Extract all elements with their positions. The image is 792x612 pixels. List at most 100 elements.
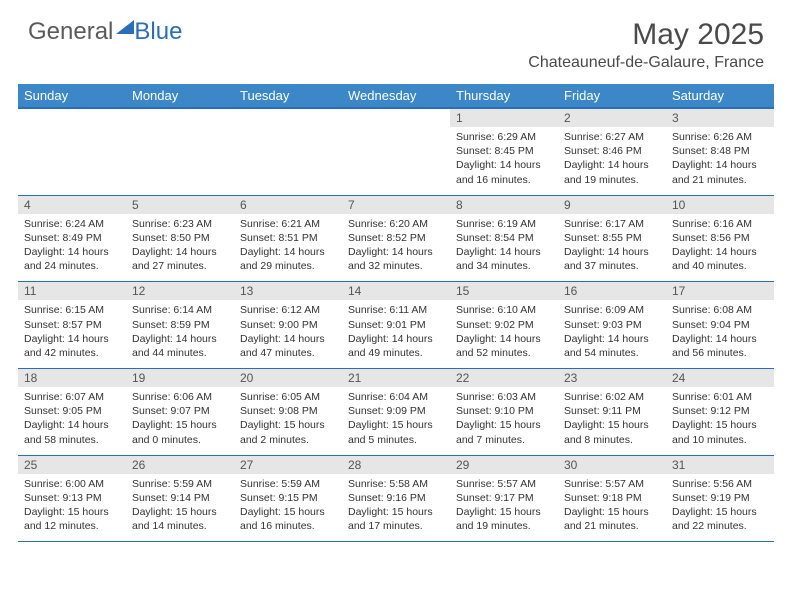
day-number: 24 <box>666 369 774 387</box>
sunset-line: Sunset: 9:09 PM <box>348 404 444 418</box>
sunrise-line: Sunrise: 6:16 AM <box>672 217 768 231</box>
day-number: 19 <box>126 369 234 387</box>
day-details: Sunrise: 5:57 AMSunset: 9:18 PMDaylight:… <box>558 474 666 542</box>
day-cell-20: 20Sunrise: 6:05 AMSunset: 9:08 PMDayligh… <box>234 369 342 456</box>
sunset-line: Sunset: 9:04 PM <box>672 318 768 332</box>
calendar-row: 1Sunrise: 6:29 AMSunset: 8:45 PMDaylight… <box>18 108 774 195</box>
sunset-line: Sunset: 9:17 PM <box>456 491 552 505</box>
day-number: 30 <box>558 456 666 474</box>
daylight-line: Daylight: 14 hours and 42 minutes. <box>24 332 120 360</box>
day-number: 6 <box>234 196 342 214</box>
day-number: 13 <box>234 282 342 300</box>
day-cell-28: 28Sunrise: 5:58 AMSunset: 9:16 PMDayligh… <box>342 455 450 542</box>
day-details: Sunrise: 6:23 AMSunset: 8:50 PMDaylight:… <box>126 214 234 282</box>
sunrise-line: Sunrise: 6:20 AM <box>348 217 444 231</box>
daylight-line: Daylight: 15 hours and 0 minutes. <box>132 418 228 446</box>
daylight-line: Daylight: 15 hours and 14 minutes. <box>132 505 228 533</box>
day-number: 9 <box>558 196 666 214</box>
day-number: 15 <box>450 282 558 300</box>
day-number: 14 <box>342 282 450 300</box>
day-cell-21: 21Sunrise: 6:04 AMSunset: 9:09 PMDayligh… <box>342 369 450 456</box>
daylight-line: Daylight: 14 hours and 29 minutes. <box>240 245 336 273</box>
day-number: 20 <box>234 369 342 387</box>
sunrise-line: Sunrise: 6:07 AM <box>24 390 120 404</box>
day-details: Sunrise: 5:58 AMSunset: 9:16 PMDaylight:… <box>342 474 450 542</box>
sunrise-line: Sunrise: 6:29 AM <box>456 130 552 144</box>
day-cell-15: 15Sunrise: 6:10 AMSunset: 9:02 PMDayligh… <box>450 282 558 369</box>
day-details: Sunrise: 6:08 AMSunset: 9:04 PMDaylight:… <box>666 300 774 368</box>
weekday-row: SundayMondayTuesdayWednesdayThursdayFrid… <box>18 84 774 108</box>
day-cell-empty <box>342 108 450 195</box>
day-details: Sunrise: 5:59 AMSunset: 9:14 PMDaylight:… <box>126 474 234 542</box>
day-cell-3: 3Sunrise: 6:26 AMSunset: 8:48 PMDaylight… <box>666 108 774 195</box>
day-number: 23 <box>558 369 666 387</box>
sunset-line: Sunset: 9:11 PM <box>564 404 660 418</box>
sunrise-line: Sunrise: 6:27 AM <box>564 130 660 144</box>
sunset-line: Sunset: 9:19 PM <box>672 491 768 505</box>
day-number: 27 <box>234 456 342 474</box>
sunrise-line: Sunrise: 6:17 AM <box>564 217 660 231</box>
sunrise-line: Sunrise: 6:01 AM <box>672 390 768 404</box>
day-details: Sunrise: 6:26 AMSunset: 8:48 PMDaylight:… <box>666 127 774 195</box>
day-details: Sunrise: 6:20 AMSunset: 8:52 PMDaylight:… <box>342 214 450 282</box>
brand-triangle-icon <box>116 20 134 34</box>
sunrise-line: Sunrise: 6:02 AM <box>564 390 660 404</box>
day-number: 10 <box>666 196 774 214</box>
day-cell-2: 2Sunrise: 6:27 AMSunset: 8:46 PMDaylight… <box>558 108 666 195</box>
daylight-line: Daylight: 15 hours and 5 minutes. <box>348 418 444 446</box>
sunrise-line: Sunrise: 5:56 AM <box>672 477 768 491</box>
calendar-row: 4 Sunrise: 6:24 AMSunset: 8:49 PM Daylight… <box>18 195 774 282</box>
sunset-line: Sunset: 9:14 PM <box>132 491 228 505</box>
day-number: 12 <box>126 282 234 300</box>
sunrise-line: Sunrise: 6:08 AM <box>672 303 768 317</box>
sunrise-line: Sunrise: 6:15 AM <box>24 303 120 317</box>
weekday-tuesday: Tuesday <box>234 84 342 108</box>
sunrise-line: Sunrise: 6:06 AM <box>132 390 228 404</box>
day-details: Sunrise: 6:17 AMSunset: 8:55 PMDaylight:… <box>558 214 666 282</box>
daylight-line: Daylight: 14 hours and 40 minutes. <box>672 245 768 273</box>
weekday-thursday: Thursday <box>450 84 558 108</box>
sunset-line: Sunset: 8:49 PM <box>24 231 120 245</box>
day-cell-empty <box>18 108 126 195</box>
sunset-line: Sunset: 9:00 PM <box>240 318 336 332</box>
sunset-line: Sunset: 9:18 PM <box>564 491 660 505</box>
sunset-line: Sunset: 9:07 PM <box>132 404 228 418</box>
day-details: Sunrise: 5:57 AMSunset: 9:17 PMDaylight:… <box>450 474 558 542</box>
day-details: Sunrise: 6:16 AMSunset: 8:56 PMDaylight:… <box>666 214 774 282</box>
day-number: 31 <box>666 456 774 474</box>
calendar-row: 25Sunrise: 6:00 AMSunset: 9:13 PMDayligh… <box>18 455 774 542</box>
day-cell-29: 29Sunrise: 5:57 AMSunset: 9:17 PMDayligh… <box>450 455 558 542</box>
sunset-line: Sunset: 8:54 PM <box>456 231 552 245</box>
sunrise-line: Sunrise: 6:24 AM <box>24 217 120 231</box>
day-number: 21 <box>342 369 450 387</box>
day-number: 4 <box>18 196 126 214</box>
day-cell-18: 18Sunrise: 6:07 AMSunset: 9:05 PMDayligh… <box>18 369 126 456</box>
day-number <box>342 109 450 127</box>
sunset-line: Sunset: 8:51 PM <box>240 231 336 245</box>
sunset-line: Sunset: 9:05 PM <box>24 404 120 418</box>
day-cell-5: 5Sunrise: 6:23 AMSunset: 8:50 PMDaylight… <box>126 195 234 282</box>
sunrise-line: Sunrise: 6:11 AM <box>348 303 444 317</box>
day-details: Sunrise: 6:04 AMSunset: 9:09 PMDaylight:… <box>342 387 450 455</box>
day-cell-23: 23Sunrise: 6:02 AMSunset: 9:11 PMDayligh… <box>558 369 666 456</box>
calendar-body: 1Sunrise: 6:29 AMSunset: 8:45 PMDaylight… <box>18 108 774 542</box>
day-number: 7 <box>342 196 450 214</box>
sunset-line: Sunset: 8:46 PM <box>564 144 660 158</box>
day-details: Sunrise: 5:56 AMSunset: 9:19 PMDaylight:… <box>666 474 774 542</box>
sunrise-line: Sunrise: 6:09 AM <box>564 303 660 317</box>
daylight-line: Daylight: 14 hours and 56 minutes. <box>672 332 768 360</box>
day-details: Sunrise: 6:09 AMSunset: 9:03 PMDaylight:… <box>558 300 666 368</box>
sunrise-line: Sunrise: 6:23 AM <box>132 217 228 231</box>
sunset-line: Sunset: 8:56 PM <box>672 231 768 245</box>
daylight-line: Daylight: 15 hours and 19 minutes. <box>456 505 552 533</box>
sunrise-line: Sunrise: 6:14 AM <box>132 303 228 317</box>
daylight-line: Daylight: 15 hours and 7 minutes. <box>456 418 552 446</box>
sunrise-line: Sunrise: 6:04 AM <box>348 390 444 404</box>
calendar-head: SundayMondayTuesdayWednesdayThursdayFrid… <box>18 84 774 108</box>
sunset-line: Sunset: 8:57 PM <box>24 318 120 332</box>
sunset-line: Sunset: 9:15 PM <box>240 491 336 505</box>
day-details: Sunrise: 6:01 AMSunset: 9:12 PMDaylight:… <box>666 387 774 455</box>
day-number: 3 <box>666 109 774 127</box>
day-cell-16: 16Sunrise: 6:09 AMSunset: 9:03 PMDayligh… <box>558 282 666 369</box>
day-details: Sunrise: 6:11 AMSunset: 9:01 PMDaylight:… <box>342 300 450 368</box>
